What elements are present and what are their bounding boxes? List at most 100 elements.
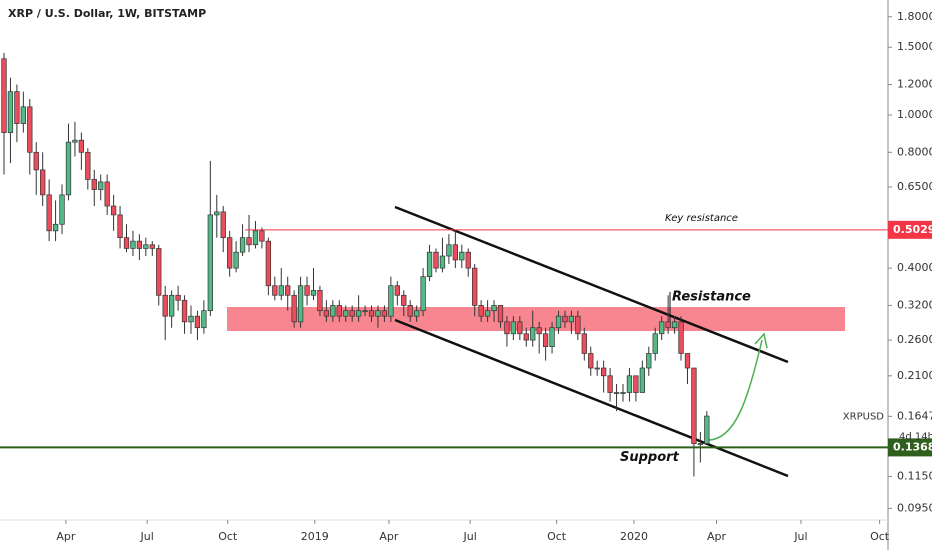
candle-body	[626, 375, 633, 393]
candle-body	[433, 251, 439, 269]
plot	[1, 52, 710, 477]
candle-body	[368, 310, 375, 317]
candle-body	[375, 310, 381, 317]
candle-body	[671, 321, 678, 329]
y-tick-label: 0.32000	[897, 298, 932, 311]
candle-body	[542, 333, 549, 348]
candle-body	[472, 267, 478, 306]
candle-body	[175, 294, 181, 301]
candle-body	[278, 285, 284, 296]
candle-body	[336, 305, 342, 317]
candle-body	[130, 240, 136, 249]
last-price-label: 0.16476	[897, 409, 932, 422]
candle-body	[439, 255, 446, 269]
candle-body	[394, 285, 400, 296]
candle-body	[362, 310, 368, 313]
candle-body	[355, 310, 362, 317]
level-name: Support	[620, 450, 680, 465]
x-tick-label: Jul	[463, 530, 477, 543]
x-tick-label: Apr	[56, 530, 76, 543]
candle-body	[194, 315, 201, 329]
candle-body	[414, 310, 420, 317]
candle-body	[555, 315, 562, 329]
candle-body	[1, 58, 7, 133]
level-name: Key resistance	[665, 213, 738, 224]
candle-body	[639, 367, 645, 393]
candle-body	[704, 415, 710, 444]
candle-body	[652, 333, 658, 354]
candle-body	[581, 333, 587, 354]
candle-body	[575, 315, 581, 335]
candle-body	[607, 375, 613, 393]
chart-title: XRP / U.S. Dollar, 1W, BITSTAMP	[8, 7, 206, 20]
candle-body	[252, 230, 259, 246]
candle-body	[588, 353, 594, 369]
candle-body	[510, 321, 517, 335]
candle-body	[149, 244, 155, 249]
candle-body	[568, 315, 575, 323]
y-tick-label: 0.09500	[897, 501, 932, 514]
candle-body	[246, 237, 252, 246]
candle-body	[40, 169, 46, 196]
candle-body	[594, 367, 600, 370]
candle-body	[388, 285, 394, 317]
candle-body	[239, 237, 246, 253]
arrow-head	[754, 332, 768, 349]
projection-arrow	[707, 339, 763, 441]
candle-body	[330, 305, 336, 317]
candle-body	[52, 223, 59, 232]
price-box-label: 0.13681	[893, 440, 932, 453]
candle-body	[633, 375, 639, 393]
candle-body	[549, 327, 555, 348]
annotation: Resistance	[672, 290, 751, 305]
x-tick-label: Oct	[218, 530, 238, 543]
candle-body	[349, 310, 355, 317]
candle-body	[697, 443, 704, 445]
candle-body	[110, 205, 117, 216]
x-tick-label: Jul	[139, 530, 153, 543]
candle-body	[162, 294, 168, 317]
x-tick-label: 2019	[301, 530, 329, 543]
candle-body	[678, 321, 684, 354]
candle-body	[646, 353, 652, 369]
x-tick-label: Oct	[547, 530, 567, 543]
candle-body	[265, 240, 272, 287]
candle-body	[259, 230, 265, 242]
candle-body	[407, 305, 413, 317]
candle-body	[401, 294, 407, 306]
y-tick-label: 0.26000	[897, 333, 932, 346]
candle-body	[665, 321, 671, 329]
candle-body	[446, 244, 452, 257]
y-tick-label: 0.80000	[897, 145, 932, 158]
candle-body	[323, 310, 330, 317]
candle-body	[517, 321, 523, 335]
x-tick-label: Oct	[870, 530, 890, 543]
candle-body	[104, 181, 110, 207]
candle-body	[272, 285, 278, 296]
y-tick-label: 1.50000	[897, 40, 932, 53]
candle-body	[343, 310, 349, 317]
candle-body	[220, 211, 226, 238]
y-tick-label: 0.11500	[897, 469, 932, 482]
candle-body	[536, 327, 542, 335]
candle-body	[304, 285, 310, 296]
candle-body	[497, 305, 504, 323]
candle-body	[188, 315, 194, 323]
candle-body	[659, 321, 665, 335]
y-tick-label: 1.20000	[897, 78, 932, 91]
candle-body	[233, 251, 239, 269]
candle-body	[310, 290, 317, 296]
candle-body	[691, 367, 697, 444]
candle-body	[20, 106, 26, 124]
candle-body	[523, 333, 529, 341]
candle-body	[504, 321, 510, 335]
y-tick-label: 0.40000	[897, 261, 932, 274]
y-tick-label: 1.00000	[897, 108, 932, 121]
candle-body	[201, 310, 207, 329]
candle-body	[684, 353, 691, 369]
candle-body	[168, 294, 175, 317]
candle-body	[14, 91, 20, 124]
symbol-label: XRPUSD	[843, 411, 884, 422]
candle-body	[297, 285, 304, 323]
